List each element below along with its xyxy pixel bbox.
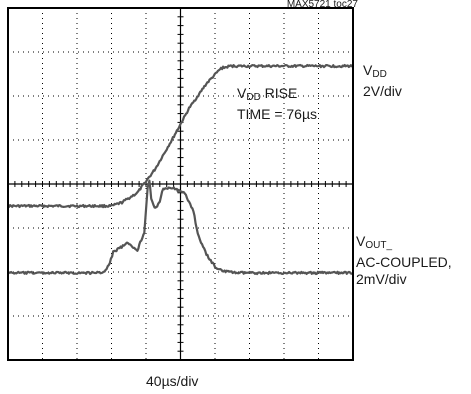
grid: [7, 7, 354, 361]
figure-reference: MAX5721 toc27: [286, 0, 358, 10]
series-1-label: VDD 2V/div: [363, 62, 402, 99]
series-2-trace: [7, 179, 354, 276]
x-axis-label: 40µs/div: [146, 373, 199, 389]
plot-frame: [7, 7, 354, 361]
series-1-trace: [7, 63, 354, 209]
annotation-line-1: VDD RISE: [237, 85, 298, 103]
annotation-line-2: TIME = 76µs: [237, 106, 318, 122]
series-2-label: VOUT_ AC-COUPLED, 2mV/div: [356, 233, 452, 287]
traces: [7, 63, 354, 276]
